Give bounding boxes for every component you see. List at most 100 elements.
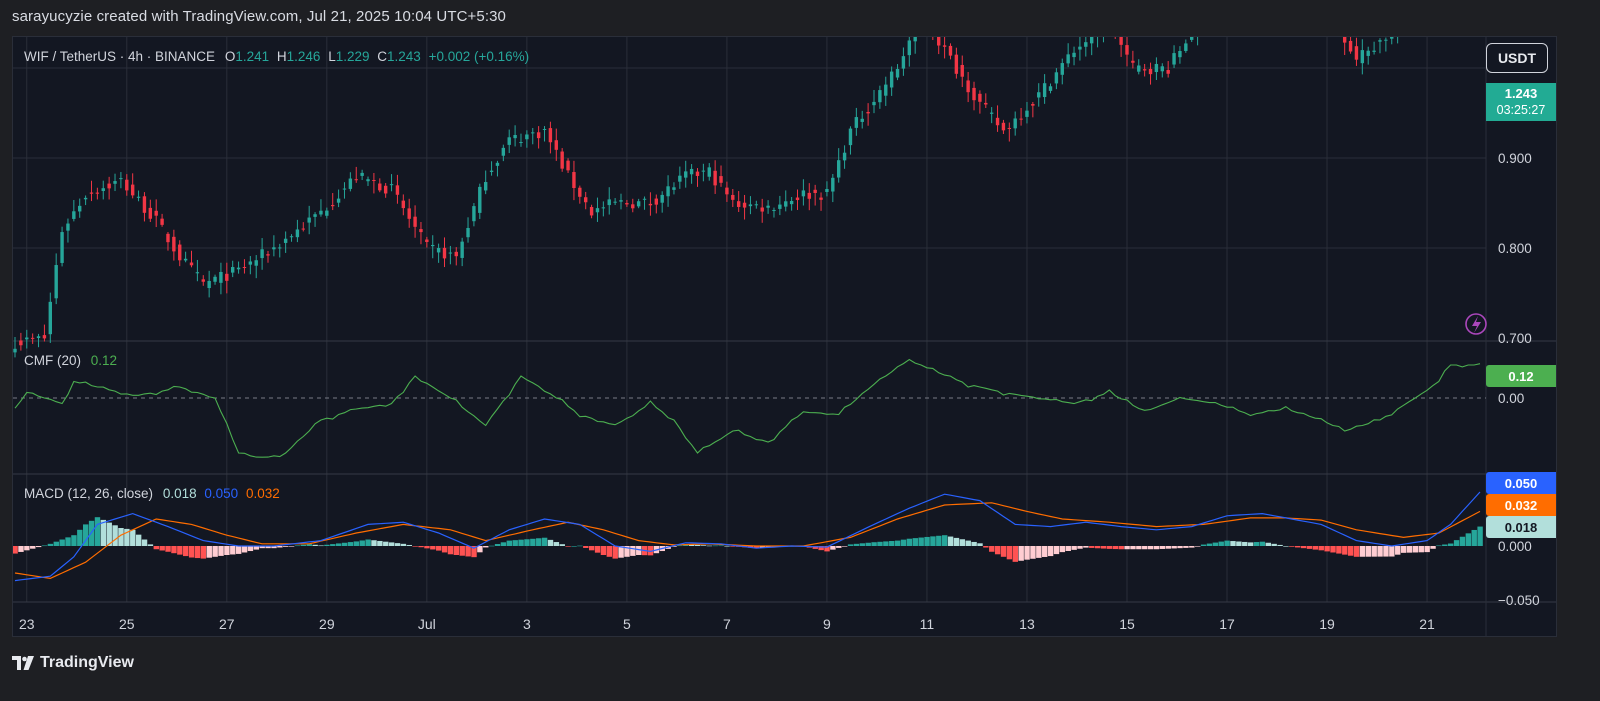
candle-body xyxy=(148,207,153,219)
candle-body xyxy=(842,152,847,161)
macd-histogram-bar xyxy=(1353,546,1360,557)
macd-histogram-bar xyxy=(353,541,360,546)
candle-body xyxy=(754,204,759,206)
candle-body xyxy=(195,272,200,274)
candle-body xyxy=(1372,50,1376,52)
macd-histogram-bar xyxy=(947,536,954,546)
macd-histogram-bar xyxy=(1236,541,1242,546)
macd-line-value: 0.050 xyxy=(204,486,239,501)
macd-histogram-bar xyxy=(188,546,195,558)
macd-histogram-bar xyxy=(1400,546,1407,553)
macd-histogram-bar xyxy=(583,546,589,548)
candle-body xyxy=(1060,63,1064,75)
candle-body xyxy=(1178,50,1182,58)
candle-body xyxy=(60,232,64,263)
macd-title[interactable]: MACD (12, 26, close) xyxy=(24,486,154,501)
macd-histogram-bar xyxy=(388,542,395,546)
chart-container[interactable]: 0.7000.8000.9001.0001.1000.000.000−0.050… xyxy=(12,36,1557,637)
macd-histogram-bar xyxy=(989,546,995,552)
candle-body xyxy=(154,210,158,216)
macd-histogram-bar xyxy=(1312,546,1319,550)
currency-button[interactable]: USDT xyxy=(1486,43,1548,73)
macd-histogram-bar xyxy=(924,536,930,546)
candle-body xyxy=(1184,43,1188,51)
macd-histogram-bar xyxy=(1447,543,1454,546)
macd-histogram-bar xyxy=(983,546,989,548)
candle-body xyxy=(25,337,29,340)
macd-histogram-bar xyxy=(1100,546,1107,549)
macd-histogram-bar xyxy=(218,546,224,556)
macd-histogram-bar xyxy=(577,545,583,547)
candle-body xyxy=(1048,86,1053,91)
macd-histogram-bar xyxy=(130,529,136,546)
macd-histogram-bar xyxy=(1212,542,1219,546)
macd-histogram-bar xyxy=(1012,546,1019,562)
candle-body xyxy=(513,135,517,139)
macd-histogram-bar xyxy=(418,546,424,548)
macd-histogram-bar xyxy=(871,542,877,546)
macd-histogram-bar xyxy=(1383,546,1389,557)
macd-line-badge: 0.050 xyxy=(1486,472,1556,494)
candle-body xyxy=(672,187,676,190)
close-value: 1.243 xyxy=(387,49,421,64)
candle-body xyxy=(283,238,288,243)
macd-histogram-bar xyxy=(836,546,842,548)
macd-histogram-bar xyxy=(171,546,177,554)
candle-body xyxy=(219,271,223,283)
macd-histogram-bar xyxy=(1200,544,1207,546)
macd-histogram-bar xyxy=(1347,546,1354,556)
macd-histogram-bar xyxy=(1000,546,1007,557)
macd-histogram-bar xyxy=(412,546,418,547)
symbol-label[interactable]: WIF / TetherUS · 4h · BINANCE xyxy=(24,49,216,64)
candle-body xyxy=(719,176,723,183)
candle-body xyxy=(101,188,105,192)
macd-histogram-bar xyxy=(165,546,171,552)
macd-histogram-bar xyxy=(565,546,571,547)
candle-body xyxy=(878,90,882,103)
macd-histogram-bar xyxy=(553,542,560,546)
macd-histogram-bar xyxy=(1289,546,1295,547)
macd-histogram-bar xyxy=(1089,546,1095,548)
candle-body xyxy=(48,301,53,335)
cmf-title[interactable]: CMF (20) xyxy=(24,353,81,368)
candle-body xyxy=(183,258,188,261)
candle-body xyxy=(989,112,994,114)
macd-histogram-bar xyxy=(41,545,48,547)
macd-histogram-bar xyxy=(1194,546,1201,547)
candle-body xyxy=(760,207,764,212)
macd-histogram-bar xyxy=(1389,546,1395,557)
price-axis-label: 0.900 xyxy=(1498,151,1532,166)
macd-histogram-bar xyxy=(1059,546,1066,553)
candle-body xyxy=(966,80,970,93)
candle-body xyxy=(684,171,688,178)
macd-histogram-bar xyxy=(241,546,248,553)
candle-body xyxy=(1072,52,1076,58)
candle-body xyxy=(360,172,364,176)
macd-histogram-bar xyxy=(1136,546,1142,550)
candle-body xyxy=(748,204,753,207)
macd-histogram-bar xyxy=(47,543,54,546)
macd-histogram-bar xyxy=(906,538,913,546)
candle-body xyxy=(125,179,129,191)
candle-body xyxy=(731,194,735,200)
candle-body xyxy=(607,199,611,206)
macd-histogram-bar xyxy=(859,543,866,546)
macd-histogram-bar xyxy=(853,543,860,546)
macd-histogram-bar xyxy=(718,545,724,547)
macd-histogram-bar xyxy=(1153,546,1160,550)
candle-body xyxy=(660,194,664,203)
macd-histogram-bar xyxy=(1159,546,1166,549)
macd-histogram-bar xyxy=(518,539,524,546)
macd-histogram-bar xyxy=(912,538,918,546)
candle-body xyxy=(942,45,947,47)
macd-histogram-bar xyxy=(18,546,24,552)
macd-histogram-bar xyxy=(959,539,966,546)
candle-body xyxy=(678,175,682,182)
candle-body xyxy=(466,227,470,238)
chart-canvas[interactable]: 0.7000.8000.9001.0001.1000.000.000−0.050… xyxy=(13,37,1557,637)
tradingview-logo[interactable]: TradingView xyxy=(12,654,134,672)
macd-histogram-bar xyxy=(1165,546,1171,549)
candle-body xyxy=(648,203,653,206)
macd-histogram-bar xyxy=(118,528,124,546)
macd-histogram-bar xyxy=(371,540,377,546)
